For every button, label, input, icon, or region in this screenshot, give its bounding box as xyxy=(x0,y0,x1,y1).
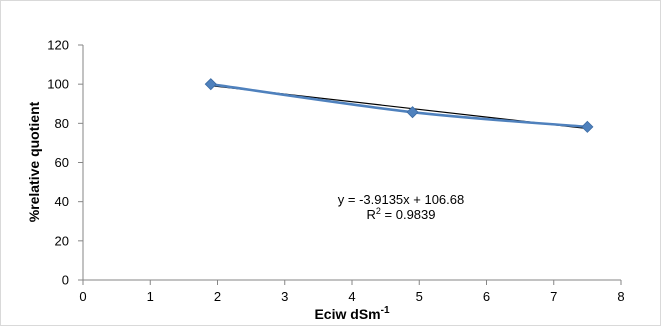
x-tick-label: 8 xyxy=(617,289,624,304)
y-axis-title: %relative quotient xyxy=(26,101,42,222)
y-tick-label: 0 xyxy=(62,273,69,288)
r-squared-value: = 0.9839 xyxy=(381,207,436,222)
trendline-equation: y = -3.9135x + 106.68 xyxy=(338,192,464,207)
y-tick-label: 80 xyxy=(55,116,69,131)
x-tick-label: 0 xyxy=(79,289,86,304)
x-tick-label: 5 xyxy=(416,289,423,304)
data-point-marker xyxy=(204,78,217,91)
x-tick-label: 2 xyxy=(214,289,221,304)
x-axis-title-main: Eciw dSm xyxy=(314,306,380,322)
x-tick-label: 3 xyxy=(281,289,288,304)
x-tick-label: 4 xyxy=(348,289,355,304)
y-tick-label: 40 xyxy=(55,194,69,209)
x-axis-title: Eciw dSm-1 xyxy=(314,305,389,322)
r-squared-label: R2 = 0.9839 xyxy=(367,206,436,222)
data-point-marker xyxy=(406,106,419,119)
axes xyxy=(78,44,622,285)
y-tick-label: 100 xyxy=(47,77,69,92)
x-tick-label: 7 xyxy=(550,289,557,304)
r-squared-superscript: 2 xyxy=(376,206,381,216)
y-tick-labels: 0 20 40 60 80 100 120 xyxy=(47,38,69,288)
series-group xyxy=(204,78,594,133)
r-squared-prefix: R xyxy=(367,207,376,222)
y-tick-label: 120 xyxy=(47,38,69,53)
y-tick-label: 20 xyxy=(55,233,69,248)
series-line xyxy=(210,82,588,129)
x-tick-labels: 0 1 2 3 4 5 6 7 8 xyxy=(79,289,624,304)
x-tick-label: 6 xyxy=(483,289,490,304)
data-point-marker xyxy=(581,120,594,133)
x-axis-title-superscript: -1 xyxy=(381,305,390,316)
y-tick-label: 60 xyxy=(55,155,69,170)
x-tick-label: 1 xyxy=(147,289,154,304)
